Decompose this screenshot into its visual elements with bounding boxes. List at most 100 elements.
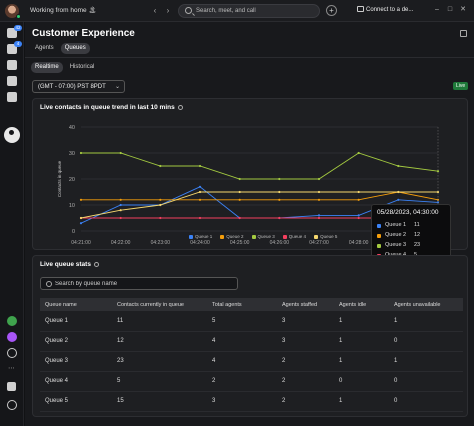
calendar-icon[interactable] xyxy=(7,92,17,102)
table-row[interactable]: Queue 2 12 4 3 1 0 xyxy=(40,331,463,352)
tooltip-queue-name: Queue 2 xyxy=(385,232,407,238)
timezone-select[interactable]: (GMT - 07:00) PST 8PDT ⌄ xyxy=(32,80,125,93)
table-cell: 4 xyxy=(207,351,277,372)
data-point xyxy=(397,164,400,168)
trend-chart-card: Live contacts in queue trend in last 10 … xyxy=(32,98,468,271)
x-tick-label: 04:27:00 xyxy=(309,240,329,246)
tooltip-queue-name: Queue 3 xyxy=(385,242,407,248)
help-icon[interactable] xyxy=(7,400,17,410)
back-icon[interactable]: ‹ xyxy=(153,6,157,15)
column-header[interactable]: Agents idle xyxy=(334,298,389,311)
queue-search-field[interactable] xyxy=(40,277,238,290)
tooltip-row: Queue 3 23 xyxy=(377,242,447,251)
legend-item[interactable]: Queue 2 xyxy=(220,234,244,239)
status-message[interactable]: Working from home 🏝 xyxy=(30,7,97,14)
column-header[interactable]: Queue name xyxy=(40,298,112,311)
table-row[interactable]: Queue 5 15 3 2 1 0 xyxy=(40,391,463,412)
contacts-icon[interactable] xyxy=(7,60,17,70)
main-panel: Customer Experience Agents Queues Realti… xyxy=(25,22,474,426)
avatar[interactable] xyxy=(5,4,19,18)
table-cell: 5 xyxy=(207,311,277,332)
customer-experience-icon[interactable] xyxy=(4,127,20,143)
close-icon[interactable]: ✕ xyxy=(460,6,466,13)
tab-agents[interactable]: Agents xyxy=(35,45,54,51)
x-tick-label: 04:26:00 xyxy=(270,240,290,246)
info-icon[interactable] xyxy=(93,261,99,267)
teams-icon[interactable] xyxy=(7,44,17,54)
presence-dot xyxy=(16,14,21,19)
data-point xyxy=(198,164,202,168)
tab-historical[interactable]: Historical xyxy=(69,64,95,70)
series-line xyxy=(81,152,439,180)
minimize-icon[interactable]: – xyxy=(435,6,439,13)
calling-icon[interactable] xyxy=(7,76,17,86)
table-cell: 15 xyxy=(112,391,207,412)
legend-swatch xyxy=(251,234,256,239)
legend-swatch xyxy=(282,234,287,239)
tooltip-row: Queue 1 11 xyxy=(377,222,447,231)
tooltip-swatch xyxy=(377,224,381,228)
tooltip-row: Queue 2 12 xyxy=(377,232,447,241)
series-line xyxy=(80,191,438,219)
queue-search-input[interactable] xyxy=(55,279,235,289)
data-point xyxy=(198,216,202,220)
y-tick-label: 30 xyxy=(69,151,75,157)
y-tick-label: 10 xyxy=(69,203,75,209)
global-search-placeholder: Search, meet, and call xyxy=(196,8,256,14)
tab-queues[interactable]: Queues xyxy=(60,43,90,54)
popout-icon[interactable] xyxy=(460,30,467,37)
data-point xyxy=(238,216,241,220)
column-header[interactable]: Agents unavailable xyxy=(389,298,463,311)
chevron-down-icon: ⌄ xyxy=(114,84,120,90)
new-button[interactable]: + xyxy=(326,5,337,16)
messaging-icon[interactable] xyxy=(7,28,17,38)
x-tick-label: 04:22:00 xyxy=(111,240,131,246)
forward-icon[interactable]: › xyxy=(166,6,170,15)
app-globe-icon[interactable] xyxy=(7,316,17,326)
x-tick-label: 04:21:00 xyxy=(71,240,91,246)
stats-card-title-text: Live queue stats xyxy=(40,261,91,268)
column-header[interactable]: Total agents xyxy=(207,298,277,311)
data-point xyxy=(436,190,440,194)
tab-realtime[interactable]: Realtime xyxy=(31,62,63,73)
data-point xyxy=(198,190,202,194)
data-point xyxy=(198,198,202,201)
table-cell: 0 xyxy=(389,331,463,352)
table-row[interactable]: Queue 1 11 5 3 1 1 xyxy=(40,311,463,332)
data-point xyxy=(357,214,360,217)
page-title: Customer Experience xyxy=(32,28,135,39)
table-cell: Queue 5 xyxy=(40,391,112,412)
series-line xyxy=(81,191,439,201)
table-cell: Queue 4 xyxy=(40,371,112,392)
info-icon[interactable] xyxy=(177,104,183,110)
column-header[interactable]: Contacts currently in queue xyxy=(112,298,207,311)
connect-device-button[interactable]: Connect to a de... xyxy=(366,7,414,13)
column-header[interactable]: Agents staffed xyxy=(277,298,334,311)
legend-item[interactable]: Queue 1 xyxy=(189,234,212,239)
table-cell: 2 xyxy=(207,371,277,392)
legend-item[interactable]: Queue 5 xyxy=(314,234,337,239)
table-cell: 2 xyxy=(277,391,334,412)
data-point xyxy=(357,216,360,220)
legend-item[interactable]: Queue 4 xyxy=(282,234,306,239)
live-badge: Live xyxy=(453,82,469,90)
queue-stats-table: Queue name Contacts currently in queue Tot… xyxy=(40,298,463,412)
tooltip-value: 12 xyxy=(414,232,421,238)
trend-card-title: Live contacts in queue trend in last 10 … xyxy=(40,104,183,111)
more-icon[interactable]: ⋯ xyxy=(8,365,15,372)
apps-grid-icon[interactable] xyxy=(7,382,16,391)
x-tick-label: 04:23:00 xyxy=(151,240,171,246)
legend-swatch xyxy=(189,234,193,239)
data-point xyxy=(79,216,83,220)
maximize-icon[interactable]: □ xyxy=(447,6,453,13)
table-row[interactable]: Queue 3 23 4 2 1 1 xyxy=(40,351,463,372)
global-search-input[interactable]: Search, meet, and call xyxy=(178,4,320,18)
data-point xyxy=(198,185,202,188)
data-point xyxy=(238,190,241,194)
data-point xyxy=(397,190,400,194)
data-point xyxy=(278,216,281,220)
web-icon[interactable] xyxy=(7,348,17,358)
legend-item[interactable]: Queue 3 xyxy=(251,234,275,239)
app-purple-icon[interactable] xyxy=(7,332,17,342)
